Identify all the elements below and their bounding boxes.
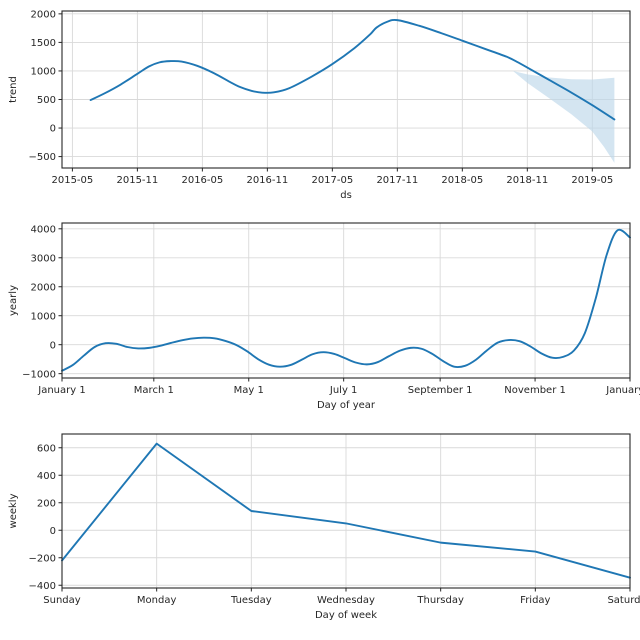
weekly-panel: Sunday Monday Tuesday Wednesday Thursday Frid… [0,420,640,640]
yearly-xtick-label: January 1 [37,385,85,396]
weekly-ytick-label: −200 [29,553,56,564]
weekly-yaxis-label: weekly [8,493,19,528]
weekly-ytick-label: −400 [29,581,56,592]
weekly-plot: Sunday Monday Tuesday Wednesday Thursday Frid… [8,433,640,621]
weekly-xtick-label: Friday [520,595,550,606]
trend-ytick-label: 0 [50,124,56,135]
yearly-plot: January 1 March 1 May 1 July 1 September 1 No… [8,222,640,411]
trend-xaxis-label: ds [340,190,352,201]
yearly-ytick-label: 2000 [31,282,56,293]
weekly-gridlines [61,434,631,588]
yearly-xtick-label: March 1 [134,385,174,396]
weekly-line [61,442,631,579]
weekly-ytick-label: 400 [37,471,56,482]
trend-xtick-label: 2017-11 [376,175,418,186]
trend-xtick-label: 2016-11 [246,175,288,186]
yearly-ytick-label: 3000 [31,253,56,264]
yearly-xtick-label: November 1 [504,385,566,396]
trend-xtick-label: 2018-11 [506,175,548,186]
weekly-xtick-label: Wednesday [317,595,375,606]
yearly-xtick-label: May 1 [234,385,264,396]
weekly-xtick-label: Saturday [607,595,640,606]
trend-gridlines [62,11,630,168]
trend-xtick-label: 2015-11 [116,175,158,186]
yearly-xaxis-label: Day of year [317,400,376,411]
trend-uncertainty-band [513,70,615,163]
yearly-ytick-label: 0 [50,340,56,351]
weekly-xtick-label: Tuesday [230,595,272,606]
trend-axes-frame [61,10,631,169]
weekly-xtick-label: Monday [137,595,177,606]
weekly-xtick-label: Thursday [416,595,464,606]
weekly-ytick-label: 200 [37,498,56,509]
yearly-ticks: January 1 March 1 May 1 July 1 September 1 No… [22,224,640,396]
trend-ticks: 2015-05 2015-11 2016-05 2016-11 2017-05 2017-… [29,9,614,186]
yearly-line [61,228,631,372]
weekly-ticks: Sunday Monday Tuesday Wednesday Thursday Frid… [29,443,640,606]
trend-xtick-label: 2018-05 [441,175,483,186]
trend-panel: 2015-05 2015-11 2016-05 2016-11 2017-05 2017-… [0,0,640,210]
trend-ytick-label: 500 [37,95,56,106]
weekly-ytick-label: 600 [37,443,56,454]
trend-yaxis-label: trend [8,76,19,103]
trend-xtick-label: 2015-05 [51,175,93,186]
yearly-axes-frame [61,222,631,379]
trend-xtick-label: 2017-05 [311,175,353,186]
yearly-xtick-label: July 1 [329,385,358,396]
yearly-ytick-label: −1000 [22,369,56,380]
weekly-xaxis-label: Day of week [315,610,377,621]
trend-ytick-label: 1000 [31,67,56,78]
trend-plot: 2015-05 2015-11 2016-05 2016-11 2017-05 2017-… [8,9,631,201]
yearly-panel: January 1 March 1 May 1 July 1 September 1 No… [0,210,640,420]
trend-line [89,18,616,121]
trend-xtick-label: 2016-05 [181,175,223,186]
weekly-ytick-label: 0 [50,526,56,537]
yearly-xtick-label: January 1 [605,385,640,396]
trend-xtick-label: 2019-05 [571,175,613,186]
yearly-yaxis-label: yearly [8,285,19,316]
yearly-ytick-label: 4000 [31,224,56,235]
trend-ytick-label: −500 [29,152,56,163]
weekly-xtick-label: Sunday [43,595,80,606]
yearly-xtick-label: September 1 [408,385,473,396]
yearly-ytick-label: 1000 [31,311,56,322]
trend-ytick-label: 1500 [31,38,56,49]
trend-ytick-label: 2000 [31,9,56,20]
